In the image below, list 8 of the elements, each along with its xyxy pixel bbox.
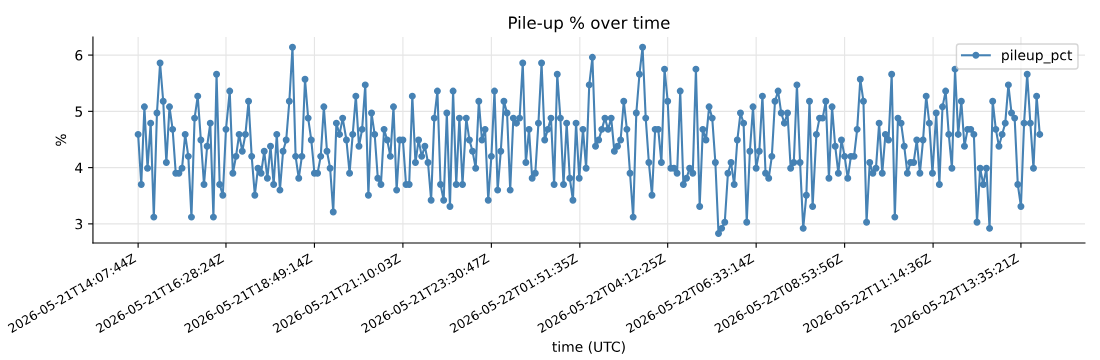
chart-title: Pile-up % over time [509,16,670,33]
y-tick-label: 5 [75,106,83,117]
y-axis-title: % [55,134,67,146]
y-tick-label: 3 [75,218,83,230]
x-axis-title: time (UTC) [552,341,625,354]
y-tick-label: 6 [75,50,83,61]
legend-label: pileup_pct [1002,49,1073,64]
y-tick-label: 4 [75,162,83,173]
